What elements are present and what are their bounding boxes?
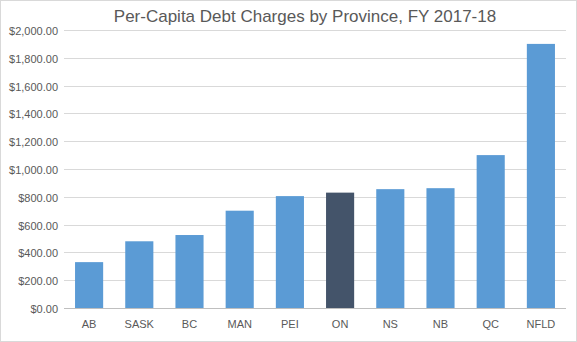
bar — [75, 262, 103, 308]
chart-container: Per-Capita Debt Charges by Province, FY … — [0, 0, 577, 342]
y-tick-label: $1,400.00 — [9, 108, 58, 120]
x-tick-label: PEI — [281, 318, 299, 330]
y-tick-label: $600.00 — [18, 220, 58, 232]
x-axis-line — [64, 308, 566, 309]
y-tick-label: $800.00 — [18, 192, 58, 204]
grid-line — [64, 58, 566, 59]
x-tick-label: ON — [332, 318, 349, 330]
grid-line — [64, 141, 566, 142]
y-tick-label: $1,800.00 — [9, 53, 58, 65]
y-tick-label: $400.00 — [18, 247, 58, 259]
grid-line — [64, 308, 566, 309]
bars — [75, 44, 555, 308]
x-tick-label: QC — [482, 318, 499, 330]
bar — [125, 241, 153, 308]
bar — [226, 211, 254, 308]
y-tick-label: $1,200.00 — [9, 136, 58, 148]
bar — [276, 196, 304, 308]
chart-svg: Per-Capita Debt Charges by Province, FY … — [0, 0, 577, 342]
chart-title: Per-Capita Debt Charges by Province, FY … — [114, 7, 496, 26]
grid-line — [64, 113, 566, 114]
x-tick-label: NFLD — [527, 318, 556, 330]
x-tick-label: NB — [433, 318, 448, 330]
y-tick-label: $1,000.00 — [9, 164, 58, 176]
y-tick-label: $0.00 — [30, 303, 58, 315]
bar — [376, 189, 404, 308]
x-tick-label: MAN — [227, 318, 252, 330]
x-tick-label: SASK — [125, 318, 155, 330]
x-tick-label: AB — [82, 318, 97, 330]
y-tick-label: $1,600.00 — [9, 81, 58, 93]
x-tick-label: NS — [383, 318, 398, 330]
y-tick-label: $2,000.00 — [9, 25, 58, 37]
bar — [527, 44, 555, 308]
x-tick-label: BC — [182, 318, 197, 330]
bar — [175, 235, 203, 308]
grid-line — [64, 86, 566, 87]
grid-line — [64, 30, 566, 31]
y-tick-label: $200.00 — [18, 275, 58, 287]
bar — [426, 188, 454, 308]
bar — [477, 155, 505, 308]
chart-border — [1, 1, 577, 342]
bar — [326, 193, 354, 308]
